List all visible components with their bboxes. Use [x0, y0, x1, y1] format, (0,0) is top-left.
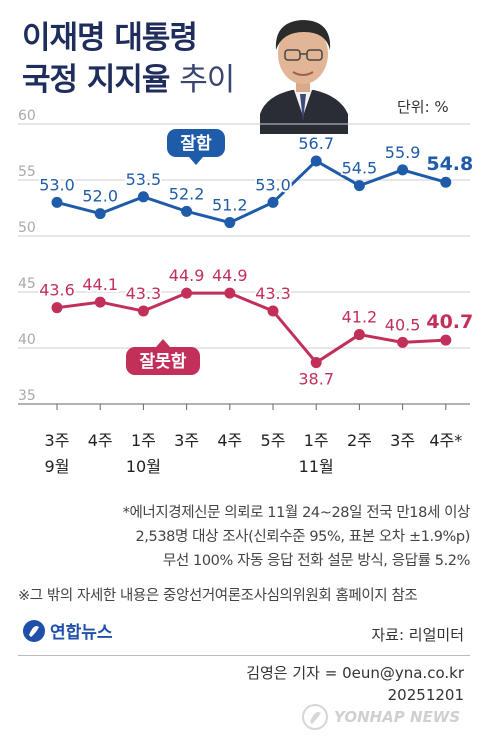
- data-point: [310, 357, 322, 369]
- x-tick-label: 4주: [217, 431, 242, 450]
- reference-note: ※그 밖의 자세한 내용은 중앙선거여론조사심의위원회 홈페이지 참조: [18, 588, 418, 604]
- data-label: 55.9: [385, 143, 421, 162]
- x-tick-label: 3주: [45, 431, 70, 450]
- series-line-1: [56, 291, 446, 365]
- note-line-1: *에너지경제신문 의뢰로 11월 24~28일 전국 만18세 이상: [122, 505, 471, 521]
- data-label: 51.2: [212, 196, 248, 215]
- credit-line-1: 김영은 기자 = 0eun@yna.co.kr: [246, 664, 464, 682]
- data-point: [440, 176, 452, 188]
- chart-title-line1: 이재명 대통령: [22, 20, 198, 56]
- series-badge-pointer: [156, 339, 170, 347]
- data-point: [51, 196, 63, 208]
- data-point: [137, 191, 149, 203]
- yonhap-logo-icon: [23, 619, 45, 642]
- data-label: 54.5: [342, 159, 378, 178]
- data-label: 38.7: [298, 370, 334, 389]
- data-label: 56.7: [298, 134, 334, 153]
- data-label: 53.0: [39, 175, 75, 194]
- y-tick-label: 50: [18, 220, 36, 236]
- data-label: 44.9: [169, 266, 205, 285]
- x-tick-label: 4주*: [429, 431, 462, 450]
- series-line-0: [56, 159, 447, 225]
- data-label: 52.0: [82, 187, 118, 206]
- data-point: [267, 305, 279, 317]
- series-badge: [167, 129, 225, 157]
- data-point: [397, 336, 409, 348]
- data-point: [224, 217, 236, 229]
- data-point: [51, 302, 63, 314]
- data-point: [310, 155, 322, 167]
- data-point: [440, 334, 452, 346]
- x-tick-label: 1주: [131, 431, 156, 450]
- y-tick-label: 45: [18, 276, 36, 292]
- y-tick-label: 55: [18, 164, 36, 180]
- title-light-part: 추이: [179, 62, 235, 98]
- yonhap-logo: 연합뉴스: [22, 618, 113, 643]
- x-month-label: 11월: [299, 457, 334, 476]
- data-source: 자료: 리얼미터: [371, 626, 464, 644]
- series-name-label: 잘함: [180, 133, 212, 154]
- data-label: 53.0: [255, 175, 291, 194]
- data-label: 54.8: [426, 153, 473, 175]
- survey-note: *에너지경제신문 의뢰로 11월 24~28일 전국 만18세 이상 2,538…: [18, 501, 471, 573]
- data-point: [94, 208, 106, 220]
- data-label: 52.2: [169, 184, 205, 203]
- data-point: [137, 305, 149, 317]
- yonhap-watermark-icon: [302, 704, 328, 730]
- data-point: [181, 205, 193, 217]
- x-tick-label: 1주: [304, 431, 329, 450]
- logo-text: 연합뉴스: [50, 623, 113, 643]
- data-point: [353, 180, 365, 192]
- note-line-3: 무선 100% 자동 응답 전화 설문 방식, 응답률 5.2%: [162, 553, 470, 569]
- data-point: [397, 164, 409, 176]
- data-point: [267, 196, 279, 208]
- x-tick-label: 3주: [390, 431, 415, 450]
- data-label: 43.3: [126, 284, 162, 303]
- y-tick-label: 60: [18, 108, 36, 124]
- data-label: 41.2: [342, 308, 378, 327]
- x-tick-label: 2주: [347, 431, 372, 450]
- data-label: 44.9: [212, 266, 248, 285]
- data-point: [224, 287, 236, 299]
- watermark-text: YONHAP NEWS: [334, 708, 461, 726]
- data-label: 43.6: [39, 281, 75, 300]
- x-month-label: 10월: [126, 457, 161, 476]
- data-point: [94, 296, 106, 308]
- approval-line-chart: 35 40 45 50 55 60 3주 4주 1주 3주 4주 5주 1주 2주 3주 4주* 9월 10월 11…: [18, 108, 475, 476]
- credit-line-2: 20251201: [387, 686, 464, 704]
- series-badge: [126, 347, 200, 375]
- data-label: 40.5: [385, 315, 421, 334]
- data-label: 44.1: [82, 275, 118, 294]
- title-bold-part: 국정 지지율: [22, 62, 170, 98]
- footer-divider: [18, 655, 470, 656]
- x-tick-label: 5주: [261, 431, 286, 450]
- data-point: [353, 329, 365, 341]
- x-month-label: 9월: [45, 457, 70, 476]
- unit-label: 단위: %: [397, 98, 449, 116]
- watermark: YONHAP NEWS: [302, 704, 460, 730]
- chart-title-line2: 국정 지지율 추이: [22, 60, 235, 100]
- y-tick-label: 35: [18, 388, 36, 404]
- data-point: [181, 287, 193, 299]
- x-tick-label: 4주: [88, 431, 113, 450]
- y-tick-label: 40: [18, 332, 36, 348]
- note-line-2: 2,538명 대상 조사(신뢰수준 95%, 표본 오차 ±1.9%p): [135, 529, 470, 545]
- x-tick-label: 3주: [174, 431, 199, 450]
- data-label: 40.7: [426, 311, 473, 333]
- president-portrait: [260, 20, 348, 134]
- data-label: 43.3: [255, 284, 291, 303]
- series-badge-pointer: [189, 157, 203, 165]
- data-label: 53.5: [126, 170, 162, 189]
- reporter-credit: 김영은 기자 = 0eun@yna.co.kr 20251201: [246, 662, 464, 706]
- series-name-label: 잘못함: [140, 351, 187, 372]
